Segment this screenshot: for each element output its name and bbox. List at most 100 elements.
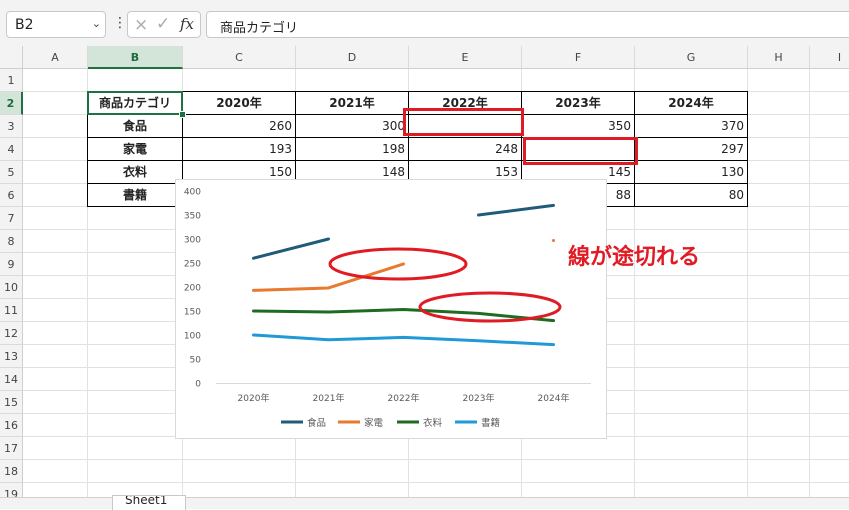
row-header-6[interactable]: 6 [0, 184, 23, 207]
table-value-cell[interactable]: 130 [635, 161, 748, 184]
table-header-cell[interactable]: 2024年 [635, 92, 748, 115]
series-line-segment [252, 308, 555, 323]
column-header-c[interactable]: C [183, 46, 296, 69]
legend-label: 衣料 [423, 417, 443, 429]
column-header-g[interactable]: G [635, 46, 748, 69]
series-line-segment [477, 203, 555, 217]
series-line-segment [252, 262, 405, 292]
active-cell-selection [87, 91, 183, 115]
table-category-cell[interactable]: 衣料 [88, 161, 183, 184]
more-options-icon[interactable]: ⋮ [113, 15, 127, 31]
formula-tools: × ✓ fx [127, 11, 201, 38]
sheet-tabs-bar: Sheet1 [0, 495, 849, 510]
chevron-down-icon[interactable]: ⌄ [91, 17, 101, 30]
table-value-cell[interactable]: 300 [296, 115, 409, 138]
y-tick-label: 300 [184, 236, 201, 246]
column-header-e[interactable]: E [409, 46, 522, 69]
table-value-cell[interactable]: 198 [296, 138, 409, 161]
table-value-cell[interactable]: 193 [183, 138, 296, 161]
row-header-10[interactable]: 10 [0, 276, 23, 299]
row-header-17[interactable]: 17 [0, 437, 23, 460]
table-value-cell[interactable]: 350 [522, 115, 635, 138]
fill-handle[interactable] [179, 111, 186, 118]
enter-icon[interactable]: ✓ [156, 14, 171, 34]
table-value-cell[interactable]: 260 [183, 115, 296, 138]
y-tick-label: 250 [184, 260, 201, 270]
legend-label: 家電 [364, 417, 384, 429]
name-box[interactable]: B2 ⌄ [6, 11, 106, 38]
table-header-cell[interactable]: 2020年 [183, 92, 296, 115]
series-line-segment [252, 237, 330, 260]
select-all-corner[interactable] [0, 46, 23, 69]
tab-label: Sheet1 [125, 495, 168, 507]
cancel-icon[interactable]: × [134, 15, 149, 35]
formula-bar: B2 ⌄ ⋮ × ✓ fx 商品カテゴリ [0, 0, 849, 47]
table-value-cell[interactable]: 297 [635, 138, 748, 161]
highlight-ellipse-gap [328, 247, 468, 281]
column-header-f[interactable]: F [522, 46, 635, 69]
table-header-cell[interactable]: 2021年 [296, 92, 409, 115]
series-point [552, 238, 555, 242]
table-header-cell[interactable]: 2023年 [522, 92, 635, 115]
row-header-12[interactable]: 12 [0, 322, 23, 345]
highlight-ellipse-gap [418, 291, 562, 323]
row-header-5[interactable]: 5 [0, 161, 23, 184]
gridline-vertical [809, 69, 810, 508]
table-border-left [87, 91, 88, 207]
annotation-text: 線が途切れる [568, 245, 701, 270]
column-header-h[interactable]: H [748, 46, 810, 69]
column-header-i[interactable]: I [810, 46, 849, 69]
y-tick-label: 150 [184, 308, 201, 318]
gridline-vertical [87, 69, 88, 508]
column-header-a[interactable]: A [23, 46, 88, 69]
gridline-horizontal [23, 482, 849, 483]
table-header-cell[interactable]: 2022年 [409, 92, 522, 115]
highlight-missing-cell [523, 137, 638, 165]
column-header-d[interactable]: D [296, 46, 409, 69]
gridline-vertical [747, 69, 748, 508]
row-header-14[interactable]: 14 [0, 368, 23, 391]
row-header-18[interactable]: 18 [0, 460, 23, 483]
series-line-segment [252, 333, 555, 347]
row-header-1[interactable]: 1 [0, 69, 23, 92]
row-header-8[interactable]: 8 [0, 230, 23, 253]
insert-function-icon[interactable]: fx [180, 15, 195, 33]
chart-canvas: 0 50 100 150 200 250 300 350 400 2020年 2021年 2022年 2… [184, 188, 591, 429]
table-border-top [88, 91, 748, 92]
legend-label: 食品 [307, 417, 326, 429]
table-category-cell[interactable]: 書籍 [88, 184, 183, 207]
y-tick-label: 400 [184, 188, 201, 198]
row-header-11[interactable]: 11 [0, 299, 23, 322]
x-tick-label: 2023年 [463, 392, 495, 404]
row-header-7[interactable]: 7 [0, 207, 23, 230]
legend-label: 書籍 [481, 417, 500, 429]
row-header-2[interactable]: 2 [0, 92, 23, 115]
row-header-16[interactable]: 16 [0, 414, 23, 437]
y-tick-label: 0 [195, 380, 201, 390]
table-value-cell[interactable]: 80 [635, 184, 748, 207]
gridline-horizontal [23, 459, 849, 460]
y-tick-label: 350 [184, 212, 201, 222]
line-chart[interactable]: 0 50 100 150 200 250 300 350 400 2020年 2021年 2022年 2… [175, 179, 607, 439]
table-category-cell[interactable]: 食品 [88, 115, 183, 138]
x-tick-label: 2020年 [238, 392, 270, 404]
x-tick-label: 2022年 [388, 392, 420, 404]
row-header-4[interactable]: 4 [0, 138, 23, 161]
column-header-b[interactable]: B [88, 46, 183, 69]
highlight-missing-cell [403, 108, 524, 136]
row-header-13[interactable]: 13 [0, 345, 23, 368]
tab-sheet1[interactable]: Sheet1 [112, 495, 186, 510]
y-tick-label: 50 [190, 356, 202, 366]
formula-input[interactable]: 商品カテゴリ [206, 11, 849, 38]
row-header-15[interactable]: 15 [0, 391, 23, 414]
table-category-cell[interactable]: 家電 [88, 138, 183, 161]
table-value-cell[interactable]: 248 [409, 138, 522, 161]
table-value-cell[interactable] [522, 138, 635, 161]
x-tick-label: 2021年 [313, 392, 345, 404]
y-tick-label: 200 [184, 284, 201, 294]
table-value-cell[interactable]: 370 [635, 115, 748, 138]
x-tick-label: 2024年 [538, 392, 570, 404]
row-header-3[interactable]: 3 [0, 115, 23, 138]
row-header-9[interactable]: 9 [0, 253, 23, 276]
formula-content: 商品カテゴリ [220, 21, 299, 36]
